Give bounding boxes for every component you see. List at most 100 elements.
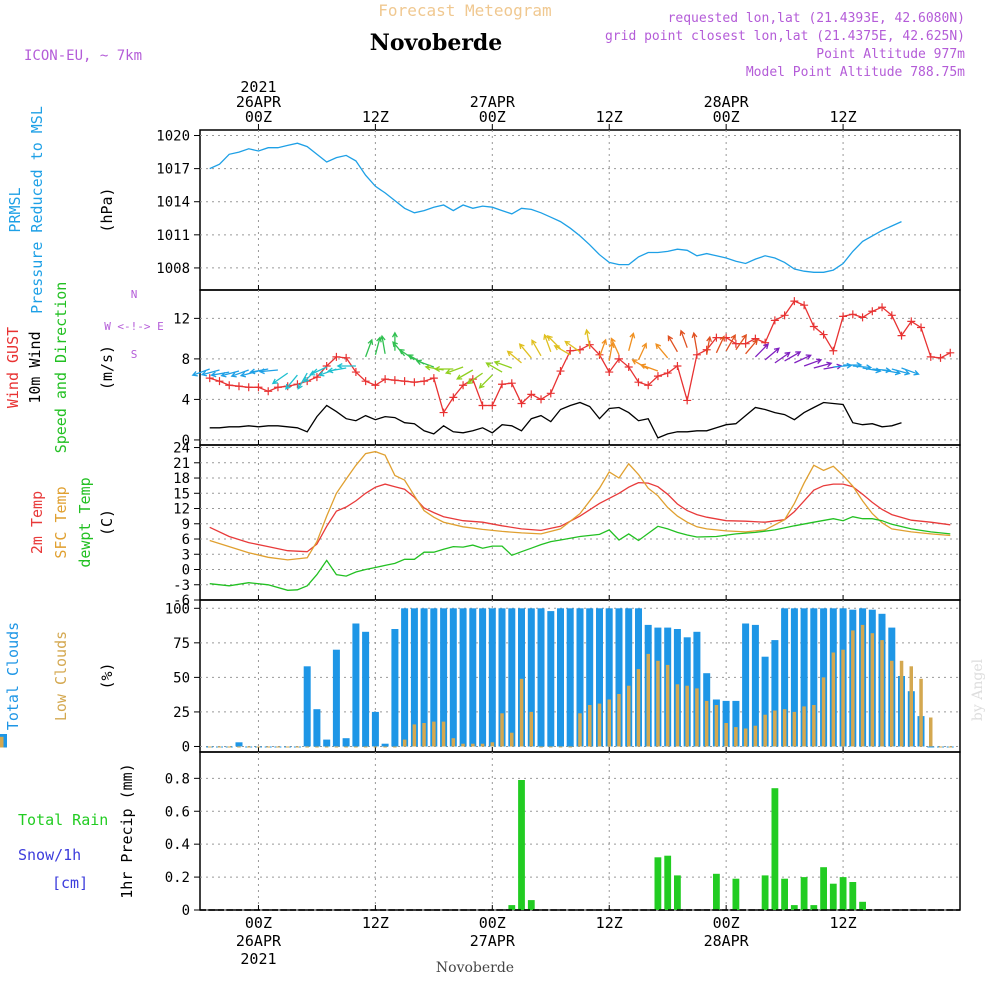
cloud-bar-low_clouds bbox=[870, 633, 875, 747]
cloud-bar-low_clouds bbox=[0, 739, 4, 747]
cloud-bar-low_clouds bbox=[334, 746, 339, 748]
side-label: Total Rain bbox=[18, 811, 108, 829]
precip-bar bbox=[664, 855, 672, 910]
wind-arrow bbox=[191, 368, 210, 377]
cloud-bar-low_clouds bbox=[383, 746, 387, 748]
precip-bar bbox=[829, 883, 837, 910]
requested-coords: requested lon,lat (21.4393E, 42.6080N) bbox=[668, 11, 965, 26]
gust-marker bbox=[809, 322, 818, 331]
y-tick-label: 0.2 bbox=[165, 870, 190, 886]
time-label-top: 2021 bbox=[240, 78, 276, 96]
cloud-bar-low_clouds bbox=[588, 705, 592, 747]
precip-bar bbox=[674, 875, 681, 910]
cloud-bar-low_clouds bbox=[402, 739, 407, 747]
cloud-bar-total_clouds bbox=[449, 608, 457, 747]
y-tick-label: 4 bbox=[182, 392, 190, 408]
y-tick-label: 50 bbox=[173, 670, 190, 686]
wind-arrow bbox=[220, 370, 240, 378]
y-tick-label: 0 bbox=[182, 433, 190, 449]
cloud-bar-low_clouds bbox=[685, 685, 689, 747]
cloud-bar-low_clouds bbox=[841, 649, 845, 747]
time-label-top: 27APR bbox=[470, 93, 516, 111]
gust-marker bbox=[936, 353, 945, 362]
wind-arrow bbox=[679, 329, 688, 348]
wind-arrow bbox=[745, 338, 759, 355]
station-title: Novoberde bbox=[370, 30, 503, 56]
cloud-bar-low_clouds bbox=[782, 709, 787, 747]
wind-arrow bbox=[715, 335, 725, 354]
wind-arrow bbox=[303, 368, 318, 383]
gust-marker bbox=[225, 381, 234, 390]
cloud-bar-low_clouds bbox=[792, 711, 797, 747]
cloud-bar-total_clouds bbox=[742, 623, 750, 747]
y-tick-label: 0 bbox=[182, 563, 190, 579]
precip-bar bbox=[800, 877, 808, 910]
wind-arrow bbox=[655, 343, 669, 359]
gust-marker bbox=[273, 383, 282, 392]
side-label: Speed and Direction bbox=[52, 282, 70, 454]
cloud-bar-total_clouds bbox=[751, 624, 759, 747]
series-line-wind bbox=[209, 401, 902, 439]
cloud-bar-total_clouds bbox=[430, 608, 438, 747]
y-tick-label: 18 bbox=[173, 471, 190, 487]
cloud-bar-total_clouds bbox=[771, 640, 779, 747]
wind-arrow bbox=[210, 371, 230, 378]
gust-marker bbox=[868, 307, 877, 316]
panel-wind: 0 4 8 12 Wind GUST 10m Wind Speed and Directio… bbox=[4, 282, 961, 454]
gust-marker bbox=[361, 377, 370, 386]
wind-arrow bbox=[546, 335, 561, 350]
gust-marker bbox=[410, 378, 419, 387]
y-tick-label: 24 bbox=[173, 441, 190, 457]
time-label-top: 12Z bbox=[830, 108, 857, 126]
time-label-bottom: 26APR bbox=[236, 932, 282, 950]
cloud-bar-total_clouds bbox=[371, 711, 379, 747]
wind-arrow bbox=[531, 339, 542, 357]
wind-arrow bbox=[813, 361, 833, 369]
cloud-bar-total_clouds bbox=[303, 666, 311, 747]
cloud-bar-total_clouds bbox=[605, 608, 613, 747]
unit-label: (m/s) bbox=[98, 345, 116, 390]
gust-marker bbox=[780, 311, 789, 320]
gust-marker bbox=[673, 361, 682, 370]
cloud-bar-low_clouds bbox=[285, 746, 290, 748]
cloud-bar-total_clouds bbox=[508, 608, 516, 747]
compass-label: W <-!-> E bbox=[104, 320, 164, 333]
cloud-bar-low_clouds bbox=[743, 728, 748, 747]
cloud-bar-low_clouds bbox=[412, 724, 417, 747]
cloud-bar-low_clouds bbox=[695, 688, 699, 747]
series-line-gust bbox=[209, 300, 951, 415]
cloud-bar-low_clouds bbox=[851, 630, 855, 747]
wind-arrow bbox=[794, 354, 812, 364]
gust-marker bbox=[244, 383, 253, 392]
wind-arrow bbox=[285, 374, 298, 390]
gust-marker bbox=[595, 350, 604, 359]
gust-marker bbox=[829, 346, 838, 355]
cloud-bar-total_clouds bbox=[576, 608, 584, 747]
time-label-bottom: 2021 bbox=[240, 950, 276, 968]
wind-arrow bbox=[637, 342, 648, 361]
precip-bar bbox=[713, 873, 720, 910]
gust-marker bbox=[390, 376, 399, 385]
compass-label: S bbox=[131, 348, 138, 361]
wind-arrow bbox=[667, 335, 678, 353]
wind-arrow bbox=[456, 369, 474, 380]
cloud-bar-low_clouds bbox=[549, 746, 553, 748]
cloud-bar-total_clouds bbox=[557, 608, 564, 747]
gust-marker bbox=[731, 339, 740, 348]
cloud-bar-total_clouds bbox=[469, 608, 477, 747]
wind-arrow bbox=[754, 343, 770, 358]
wind-arrow bbox=[391, 331, 398, 351]
wind-arrow bbox=[608, 341, 615, 362]
gust-marker bbox=[429, 374, 438, 383]
cloud-bar-low_clouds bbox=[909, 666, 913, 747]
y-tick-label: 8 bbox=[182, 352, 190, 368]
gust-marker bbox=[712, 333, 721, 342]
y-tick-label: 0 bbox=[182, 903, 190, 919]
cloud-bar-total_clouds bbox=[420, 608, 428, 747]
cloud-bar-low_clouds bbox=[831, 652, 836, 747]
cloud-bar-low_clouds bbox=[636, 669, 641, 747]
gust-marker bbox=[254, 383, 263, 392]
cloud-bar-low_clouds bbox=[675, 684, 680, 747]
wind-arrow bbox=[518, 343, 532, 359]
